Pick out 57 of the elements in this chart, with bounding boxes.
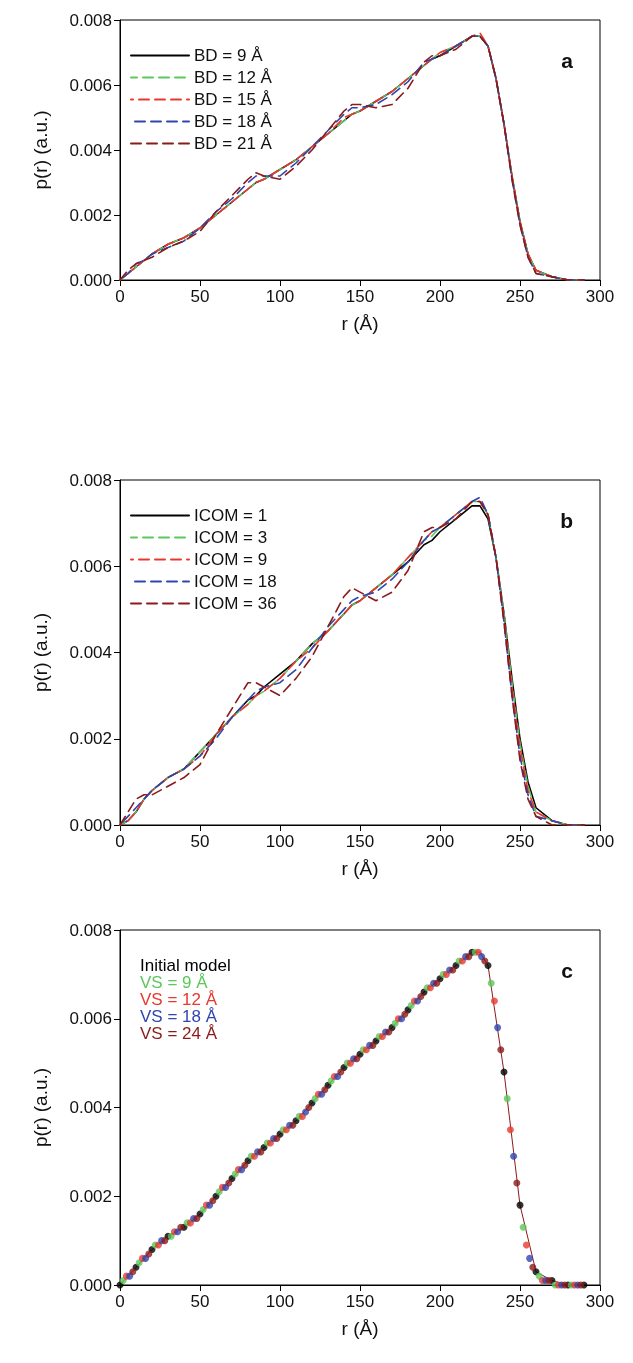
x-axis-title: r (Å) xyxy=(341,1318,379,1339)
legend-label: ICOM = 3 xyxy=(194,528,268,547)
y-tick-label: 0.008 xyxy=(69,920,112,940)
y-tick-label: 0.000 xyxy=(69,815,112,835)
legend-label: BD = 9 Å xyxy=(194,46,264,65)
legend-label: BD = 12 Å xyxy=(194,68,273,87)
y-axis-title: p(r) (a.u.) xyxy=(30,110,51,190)
legend-label: ICOM = 1 xyxy=(194,506,268,525)
y-tick-label: 0.002 xyxy=(69,729,112,749)
legend-label: BD = 15 Å xyxy=(194,90,273,109)
legend-label: ICOM = 18 xyxy=(194,572,277,591)
y-tick-label: 0.004 xyxy=(69,1098,112,1117)
x-tick-label: 200 xyxy=(425,1292,455,1311)
y-tick-label: 0.008 xyxy=(69,470,112,490)
y-tick-label: 0.000 xyxy=(69,270,112,290)
x-tick-label: 0 xyxy=(115,1292,125,1311)
x-tick-label: 100 xyxy=(265,287,295,306)
y-axis-title: p(r) (a.u.) xyxy=(30,612,51,693)
x-tick-label: 200 xyxy=(425,832,455,851)
y-tick-label: 0.004 xyxy=(69,643,112,662)
y-tick-label: 0.000 xyxy=(69,1275,112,1295)
x-tick-label: 50 xyxy=(190,287,210,306)
x-tick-label: 100 xyxy=(265,1292,295,1311)
x-tick-label: 300 xyxy=(585,1292,615,1311)
y-tick-label: 0.006 xyxy=(69,1009,112,1029)
legend-label: ICOM = 9 xyxy=(194,550,268,569)
x-tick-label: 250 xyxy=(505,287,535,306)
x-axis-title: r (Å) xyxy=(341,313,379,334)
y-tick-label: 0.008 xyxy=(69,10,112,30)
y-tick-label: 0.004 xyxy=(69,140,112,160)
y-tick-label: 0.002 xyxy=(69,205,112,225)
x-tick-label: 150 xyxy=(345,832,375,851)
x-tick-label: 250 xyxy=(505,832,535,851)
y-tick-label: 0.006 xyxy=(69,75,112,95)
x-tick-label: 100 xyxy=(265,832,295,851)
x-tick-label: 50 xyxy=(190,832,210,851)
y-axis-title: p(r) (a.u.) xyxy=(30,1067,51,1148)
legend-label: BD = 18 Å xyxy=(194,112,273,131)
annotation: c xyxy=(561,959,574,982)
x-tick-label: 0 xyxy=(115,832,125,851)
x-tick-label: 50 xyxy=(190,1292,210,1311)
x-tick-label: 150 xyxy=(345,1292,375,1311)
y-tick-label: 0.006 xyxy=(69,556,112,576)
x-tick-label: 150 xyxy=(345,287,375,306)
annotation: b xyxy=(560,509,573,532)
x-axis-title: r (Å) xyxy=(341,858,379,879)
annotation: a xyxy=(561,49,574,72)
x-tick-label: 300 xyxy=(585,287,615,306)
text: VS = 9 Å xyxy=(140,973,209,992)
legend-label: ICOM = 36 xyxy=(194,594,277,613)
x-tick-label: 250 xyxy=(505,1292,535,1311)
x-tick-label: 200 xyxy=(425,287,455,306)
legend-label: BD = 21 Å xyxy=(194,134,273,153)
text: VS = 24 Å xyxy=(140,1024,218,1043)
x-tick-label: 300 xyxy=(585,832,615,851)
y-tick-label: 0.002 xyxy=(69,1186,112,1206)
x-tick-label: 0 xyxy=(115,287,125,306)
